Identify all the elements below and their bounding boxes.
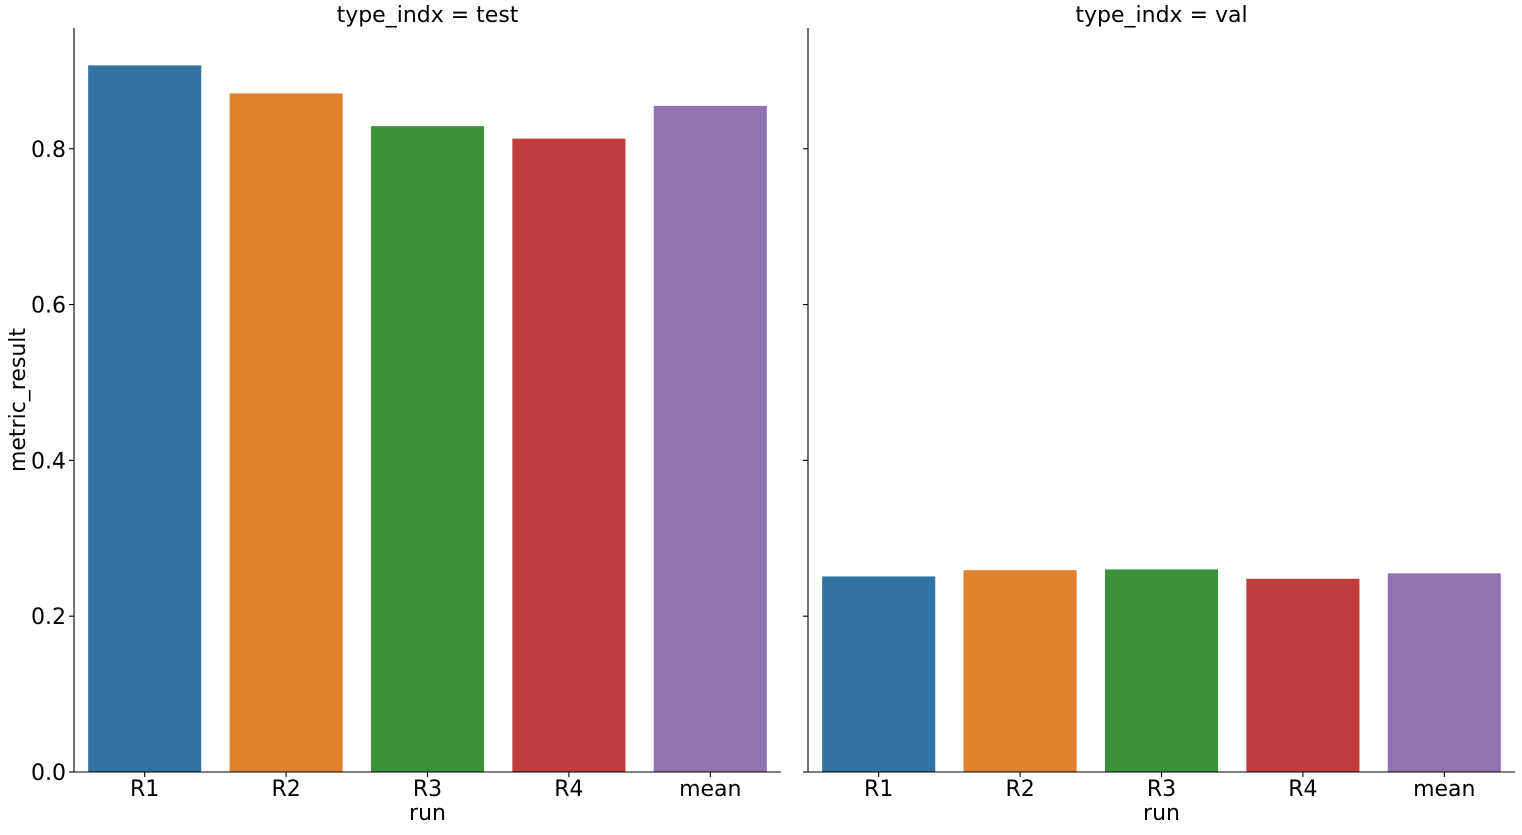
- x-tick-label-r4: R4: [1288, 777, 1317, 802]
- x-tick-label-r2: R2: [271, 777, 300, 802]
- bar-mean: [653, 105, 767, 772]
- bar-r2: [229, 93, 343, 772]
- bar-mean: [1387, 573, 1501, 772]
- x-tick-label-r2: R2: [1005, 777, 1034, 802]
- bar-r3: [1104, 569, 1219, 772]
- x-tick-label-r3: R3: [1147, 777, 1176, 802]
- x-tick-label-r4: R4: [554, 777, 583, 802]
- panel-title: type_indx = test: [337, 3, 519, 28]
- x-axis-label: run: [1143, 801, 1180, 826]
- bar-r1: [822, 576, 936, 772]
- bar-r4: [1246, 578, 1360, 772]
- x-tick-label-r3: R3: [413, 777, 442, 802]
- x-tick-label-mean: mean: [679, 777, 741, 802]
- y-tick-label: 0.4: [31, 449, 66, 474]
- y-tick-label: 0.6: [31, 294, 66, 319]
- y-tick-label: 0.0: [31, 761, 66, 786]
- panel-1: 0.0 0.2 0.4 0.6 0.8 R1 R2 R3 R4 mean run type_indx …: [31, 3, 781, 826]
- y-tick-label: 0.2: [31, 605, 66, 630]
- panel-title: type_indx = val: [1075, 3, 1247, 28]
- bar-r2: [963, 570, 1077, 772]
- panel-2: R1 R2 R3 R4 mean run type_indx = val: [803, 3, 1515, 826]
- bar-r3: [370, 126, 485, 772]
- bar-r4: [512, 138, 626, 773]
- x-axis-label: run: [409, 801, 446, 826]
- y-tick-label: 0.8: [31, 138, 66, 163]
- x-tick-label-r1: R1: [130, 777, 159, 802]
- x-tick-label-mean: mean: [1413, 777, 1475, 802]
- y-axis-label: metric_result: [6, 328, 31, 472]
- x-tick-label-r1: R1: [864, 777, 893, 802]
- bar-r1: [88, 65, 202, 772]
